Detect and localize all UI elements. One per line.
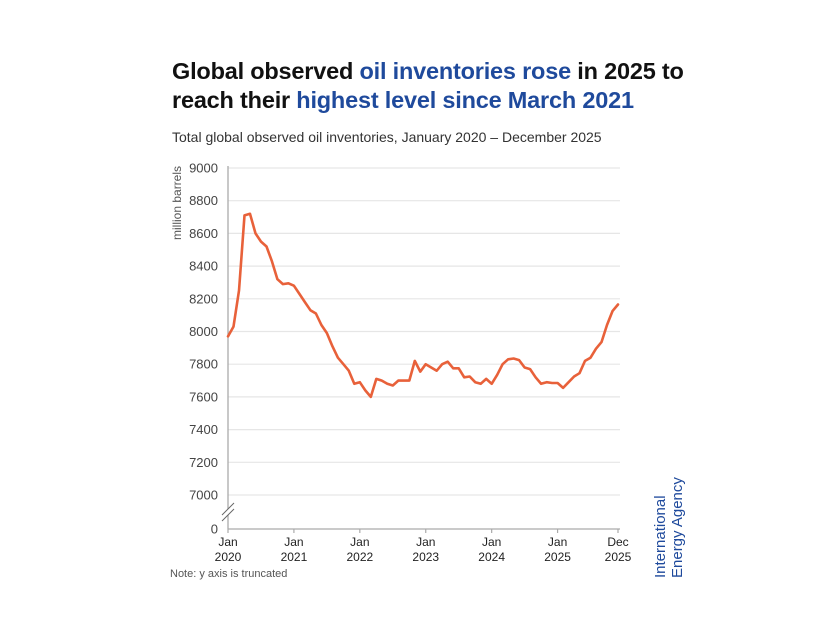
x-tick-label-year: 2024 (478, 550, 505, 564)
chart-title: Global observed oil inventories rose in … (172, 57, 692, 115)
y-tick-label: 7200 (189, 455, 218, 470)
title-part: Global observed (172, 58, 360, 84)
x-tick-label-month: Jan (416, 535, 435, 549)
x-tick-label-month: Jan (350, 535, 369, 549)
x-tick-label-month: Jan (482, 535, 501, 549)
title-highlight: highest level since March 2021 (296, 87, 634, 113)
x-tick-label-year: 2021 (281, 550, 308, 564)
axis-break-mark (221, 508, 235, 522)
y-axis-label: million barrels (170, 166, 184, 240)
title-highlight: oil inventories rose (359, 58, 571, 84)
title-part: in 2025 to reach their (172, 58, 684, 113)
iea-logo-text: International Energy Agency (652, 477, 686, 578)
axis-break-mark (221, 502, 235, 516)
x-axis-ticks: Jan2020Jan2021Jan2022Jan2023Jan2024Jan20… (215, 529, 632, 564)
brand-line-2: Energy Agency (669, 477, 686, 578)
x-tick-label-year: 2023 (412, 550, 439, 564)
x-tick-label-year: 2020 (215, 550, 242, 564)
chart-subtitle: Total global observed oil inventories, J… (172, 129, 602, 145)
y-tick-label: 8200 (189, 291, 218, 306)
x-tick-label-year: 2025 (544, 550, 571, 564)
brand-line-1: International (652, 495, 669, 578)
x-tick-label-month: Dec (607, 535, 628, 549)
gridlines (228, 167, 620, 496)
x-tick-label-year: 2025 (605, 550, 632, 564)
axis-note: Note: y axis is truncated (170, 568, 288, 580)
y-tick-label: 8800 (189, 193, 218, 208)
x-tick-label-year: 2022 (346, 550, 373, 564)
x-tick-label-month: Jan (284, 535, 303, 549)
y-tick-label: 7400 (189, 422, 218, 437)
y-tick-label: 7000 (189, 488, 218, 503)
x-tick-label-month: Jan (548, 535, 567, 549)
x-tick-label-month: Jan (218, 535, 237, 549)
series (226, 212, 620, 399)
series-line (226, 212, 620, 399)
y-tick-label: 0 (211, 522, 218, 537)
y-axis-ticks: 9000 8800 8600 8400 8200 8000 7800 7600 7400 7200… (189, 161, 218, 537)
y-tick-label: 7600 (189, 389, 218, 404)
y-tick-label: 8600 (189, 226, 218, 241)
y-tick-label: 9000 (189, 161, 218, 176)
y-tick-label: 7800 (189, 357, 218, 372)
y-tick-label: 8400 (189, 259, 218, 274)
y-tick-label: 8000 (189, 324, 218, 339)
axes (221, 166, 620, 530)
axis-break-gap (224, 509, 232, 515)
